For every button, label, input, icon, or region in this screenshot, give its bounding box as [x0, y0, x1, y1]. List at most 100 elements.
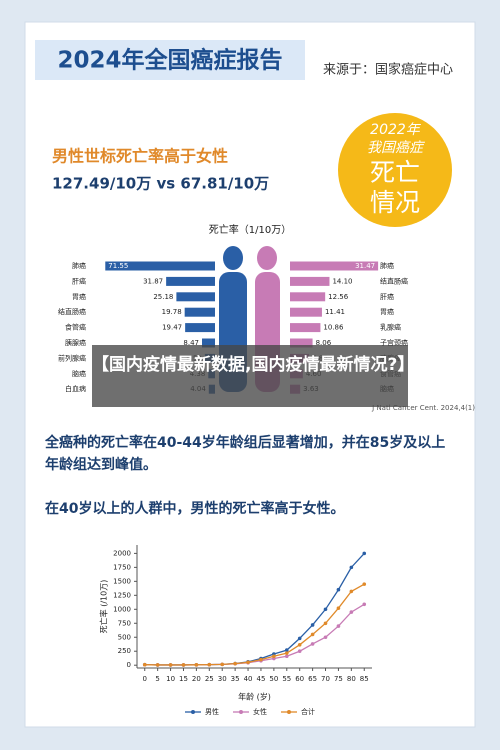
x-tick-label: 35: [231, 675, 240, 683]
point: [297, 649, 302, 654]
point: [362, 602, 367, 607]
value-label: 8.47: [183, 339, 199, 347]
point: [142, 662, 147, 667]
category-label: 结直肠癌: [58, 307, 86, 316]
legend-label: 男性: [205, 707, 219, 716]
point: [362, 551, 367, 556]
x-tick-label: 55: [282, 675, 291, 683]
x-tick-label: 5: [155, 675, 159, 683]
x-tick-label: 75: [334, 675, 343, 683]
x-tick-label: 65: [308, 675, 317, 683]
point: [323, 621, 328, 626]
bar: [184, 307, 215, 317]
series-line: [144, 583, 365, 666]
point: [284, 654, 289, 659]
y-tick-label: 500: [118, 633, 131, 641]
point: [181, 663, 186, 667]
legend-label: 合计: [301, 707, 315, 716]
category-label: 食管癌: [65, 323, 86, 332]
badge-line: 死亡: [370, 158, 420, 187]
x-tick-label: 70: [321, 675, 330, 683]
note: 全癌种的死亡率在40-44岁年龄组后显著增加，并在85岁及以上年龄组达到峰值。: [45, 435, 446, 473]
value-label: 19.47: [162, 324, 182, 332]
point: [349, 589, 354, 594]
bar: [290, 292, 326, 302]
point: [336, 624, 341, 628]
value-label: 71.55: [108, 262, 128, 270]
x-tick-label: 45: [256, 675, 265, 683]
point: [259, 657, 263, 662]
y-tick-label: 1500: [113, 577, 131, 585]
bar: [185, 323, 215, 333]
value-label: 25.18: [153, 293, 173, 301]
y-tick-label: 1750: [113, 563, 131, 571]
x-tick-label: 85: [360, 675, 369, 683]
overlay-banner: 【国内疫情最新数据,国内疫情最新情况?】: [92, 345, 414, 407]
y-tick-label: 250: [118, 647, 131, 655]
point: [284, 648, 289, 652]
point: [323, 635, 328, 640]
category-label: 胰腺癌: [65, 338, 86, 347]
point: [297, 636, 302, 641]
y-tick-label: 750: [118, 619, 131, 627]
legend-label: 女性: [253, 707, 267, 716]
x-tick-label: 30: [218, 675, 227, 683]
point: [310, 632, 315, 637]
x-tick-label: 40: [244, 675, 253, 683]
point: [336, 606, 341, 610]
category-label: 肺癌: [72, 261, 86, 270]
bar: [290, 323, 321, 333]
bar: [290, 338, 313, 348]
bar: [105, 261, 215, 271]
point: [233, 661, 237, 666]
point: [362, 582, 367, 586]
value-label: 12.56: [328, 293, 349, 301]
y-tick-label: 2000: [113, 549, 131, 557]
category-label: 脑癌: [72, 369, 86, 378]
value-label: 11.41: [325, 308, 345, 316]
category-label: 白血病: [65, 384, 86, 393]
value-label: 31.47: [355, 262, 375, 270]
value-label: 19.78: [162, 308, 182, 316]
point: [155, 663, 160, 667]
x-axis-label: 年龄 (岁): [238, 692, 271, 702]
value-label: 10.86: [323, 324, 344, 332]
badge-line: 情况: [370, 188, 420, 217]
category-label: 子宫颈癌: [380, 338, 408, 347]
y-tick-label: 1250: [113, 591, 131, 599]
value-label: 8.06: [316, 339, 332, 347]
source: 来源于：国家癌症中心: [323, 62, 453, 78]
category-label: 肺癌: [380, 261, 394, 270]
citation: J Natl Cancer Cent. 2024,4(1): [371, 404, 475, 412]
point: [349, 610, 354, 614]
bar: [166, 276, 215, 286]
x-tick-label: 0: [143, 675, 147, 683]
category-label: 肝癌: [380, 292, 394, 301]
legend-swatch: [191, 710, 195, 714]
bar: [290, 307, 322, 317]
title-box: [35, 40, 305, 80]
legend-swatch: [239, 710, 243, 714]
point: [272, 654, 276, 659]
badge-line: 2022年: [370, 122, 422, 138]
headline: 男性世标死亡率高于女性: [52, 147, 228, 166]
category-label: 胃癌: [72, 292, 86, 301]
x-tick-label: 20: [192, 675, 201, 683]
point: [220, 662, 225, 667]
x-tick-label: 10: [166, 675, 175, 683]
x-tick-label: 60: [295, 675, 304, 683]
value-label: 31.87: [143, 277, 163, 285]
bar: [202, 338, 215, 348]
comparison: 127.49/10万 vs 67.81/10万: [52, 175, 269, 193]
x-tick-label: 80: [347, 675, 356, 683]
value-label: 14.10: [332, 277, 352, 285]
x-tick-label: 25: [205, 675, 214, 683]
category-label: 肝癌: [72, 276, 86, 285]
point: [310, 642, 315, 646]
category-label: 前列腺癌: [58, 353, 86, 362]
chart-title: 死亡率（1/10万）: [209, 223, 291, 236]
category-label: 胃癌: [380, 307, 394, 316]
point: [323, 607, 328, 612]
